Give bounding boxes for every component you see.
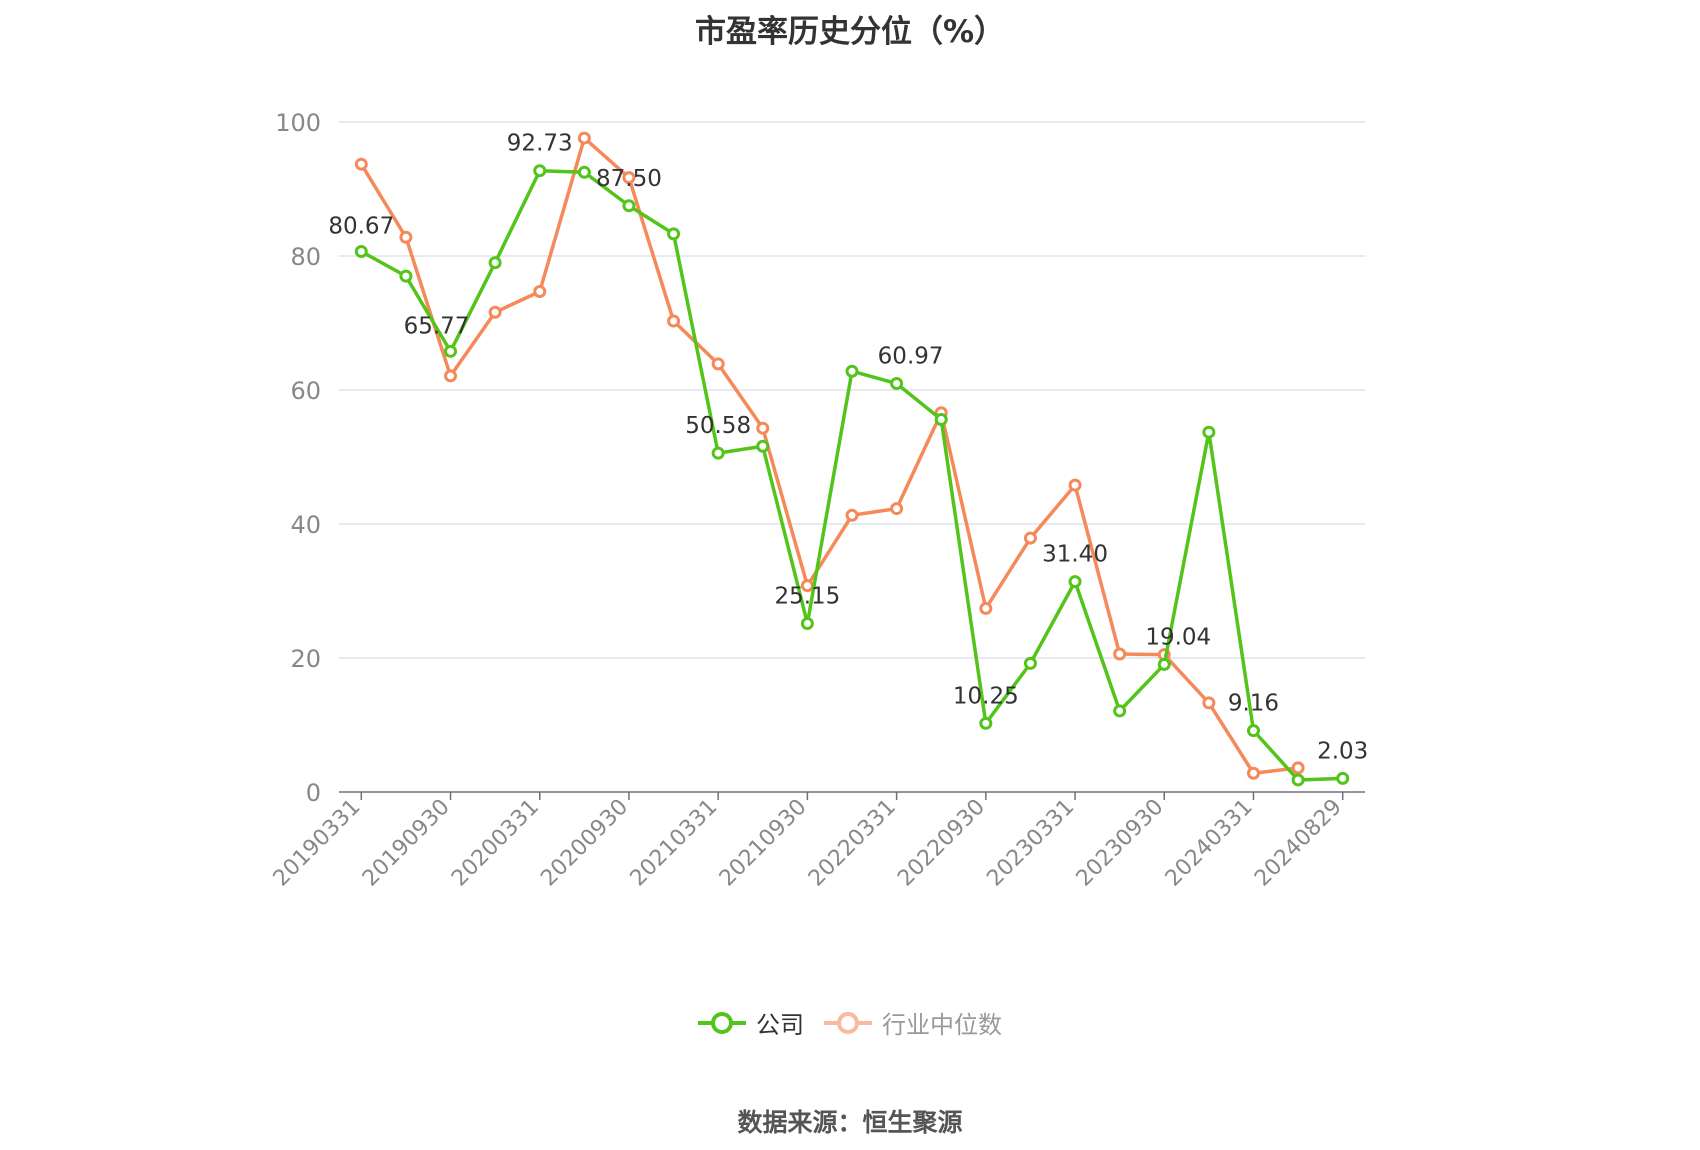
y-tick-label: 100 (275, 109, 321, 137)
data-point (1023, 531, 1037, 545)
data-point (1113, 704, 1127, 718)
chart-title: 市盈率历史分位（%） (694, 14, 1006, 50)
x-tick-label: 20200331 (447, 795, 544, 892)
data-point (1202, 425, 1216, 439)
x-tick-label: 20220930 (893, 795, 990, 892)
data-label: 87.50 (596, 166, 662, 192)
data-point (533, 285, 547, 299)
data-label: 92.73 (507, 131, 573, 157)
data-point (845, 508, 859, 522)
data-label: 9.16 (1228, 691, 1279, 717)
x-tick-label: 20210930 (715, 795, 812, 892)
data-point (1202, 696, 1216, 710)
data-point (890, 377, 904, 391)
data-point (979, 716, 993, 730)
y-tick-label: 60 (290, 377, 321, 405)
data-label: 25.15 (774, 583, 840, 609)
data-point (800, 616, 814, 630)
data-point (1023, 656, 1037, 670)
data-label: 31.40 (1042, 542, 1108, 568)
data-point (1113, 647, 1127, 661)
data-point (444, 369, 458, 383)
data-point (533, 164, 547, 178)
data-point (1246, 724, 1260, 738)
data-point (711, 357, 725, 371)
data-point (399, 269, 413, 283)
series-line (359, 136, 1299, 775)
x-tick-label: 20230930 (1072, 795, 1169, 892)
data-label: 19.04 (1145, 624, 1211, 650)
y-tick-label: 20 (290, 645, 321, 673)
data-point (1068, 575, 1082, 589)
data-label: 50.58 (685, 413, 751, 439)
data-point (667, 227, 681, 241)
data-point (399, 230, 413, 244)
data-label: 80.67 (328, 214, 394, 240)
data-point (488, 256, 502, 270)
data-point (622, 171, 636, 185)
data-point (1157, 657, 1171, 671)
x-tick-label: 20210331 (626, 795, 723, 892)
data-point (979, 601, 993, 615)
y-tick-label: 0 (306, 779, 321, 807)
legend-industry-label: 行业中位数 (882, 1011, 1002, 1039)
data-point (756, 421, 770, 435)
x-tick-label: 20190930 (358, 795, 455, 892)
data-label: 2.03 (1317, 738, 1368, 764)
data-point (711, 446, 725, 460)
x-tick-label: 20200930 (536, 795, 633, 892)
data-point (845, 364, 859, 378)
data-point (667, 314, 681, 328)
data-point (444, 344, 458, 358)
data-point (756, 439, 770, 453)
data-point (577, 131, 591, 145)
legend-company-icon (698, 1011, 746, 1034)
x-tick-label: 20220331 (804, 795, 901, 892)
legend-industry-icon (824, 1011, 872, 1034)
data-point (488, 305, 502, 319)
data-label: 10.25 (953, 683, 1019, 709)
data-point (1068, 478, 1082, 492)
data-point (1246, 766, 1260, 780)
x-tick-label: 20230331 (982, 795, 1079, 892)
data-point (577, 165, 591, 179)
data-label: 60.97 (878, 344, 944, 370)
data-point (1291, 773, 1305, 787)
data-source: 数据来源：恒生聚源 (737, 1108, 963, 1137)
data-point (934, 412, 948, 426)
data-point (354, 245, 368, 259)
legend-item-industry-median[interactable]: 行业中位数 (824, 1005, 1002, 1040)
x-tick-label: 20240331 (1161, 795, 1258, 892)
data-label: 65.77 (404, 313, 470, 339)
legend-company-label: 公司 (756, 1011, 804, 1039)
y-tick-label: 40 (290, 511, 321, 539)
data-point (1336, 771, 1350, 785)
data-point (890, 502, 904, 516)
legend: 公司 行业中位数 (0, 1005, 1700, 1040)
data-point (622, 199, 636, 213)
data-point (1291, 761, 1305, 775)
x-tick-label: 20190331 (269, 795, 366, 892)
x-tick-label: 20240829 (1250, 795, 1347, 892)
y-tick-label: 80 (290, 243, 321, 271)
legend-item-company[interactable]: 公司 (698, 1005, 804, 1040)
data-point (354, 157, 368, 171)
